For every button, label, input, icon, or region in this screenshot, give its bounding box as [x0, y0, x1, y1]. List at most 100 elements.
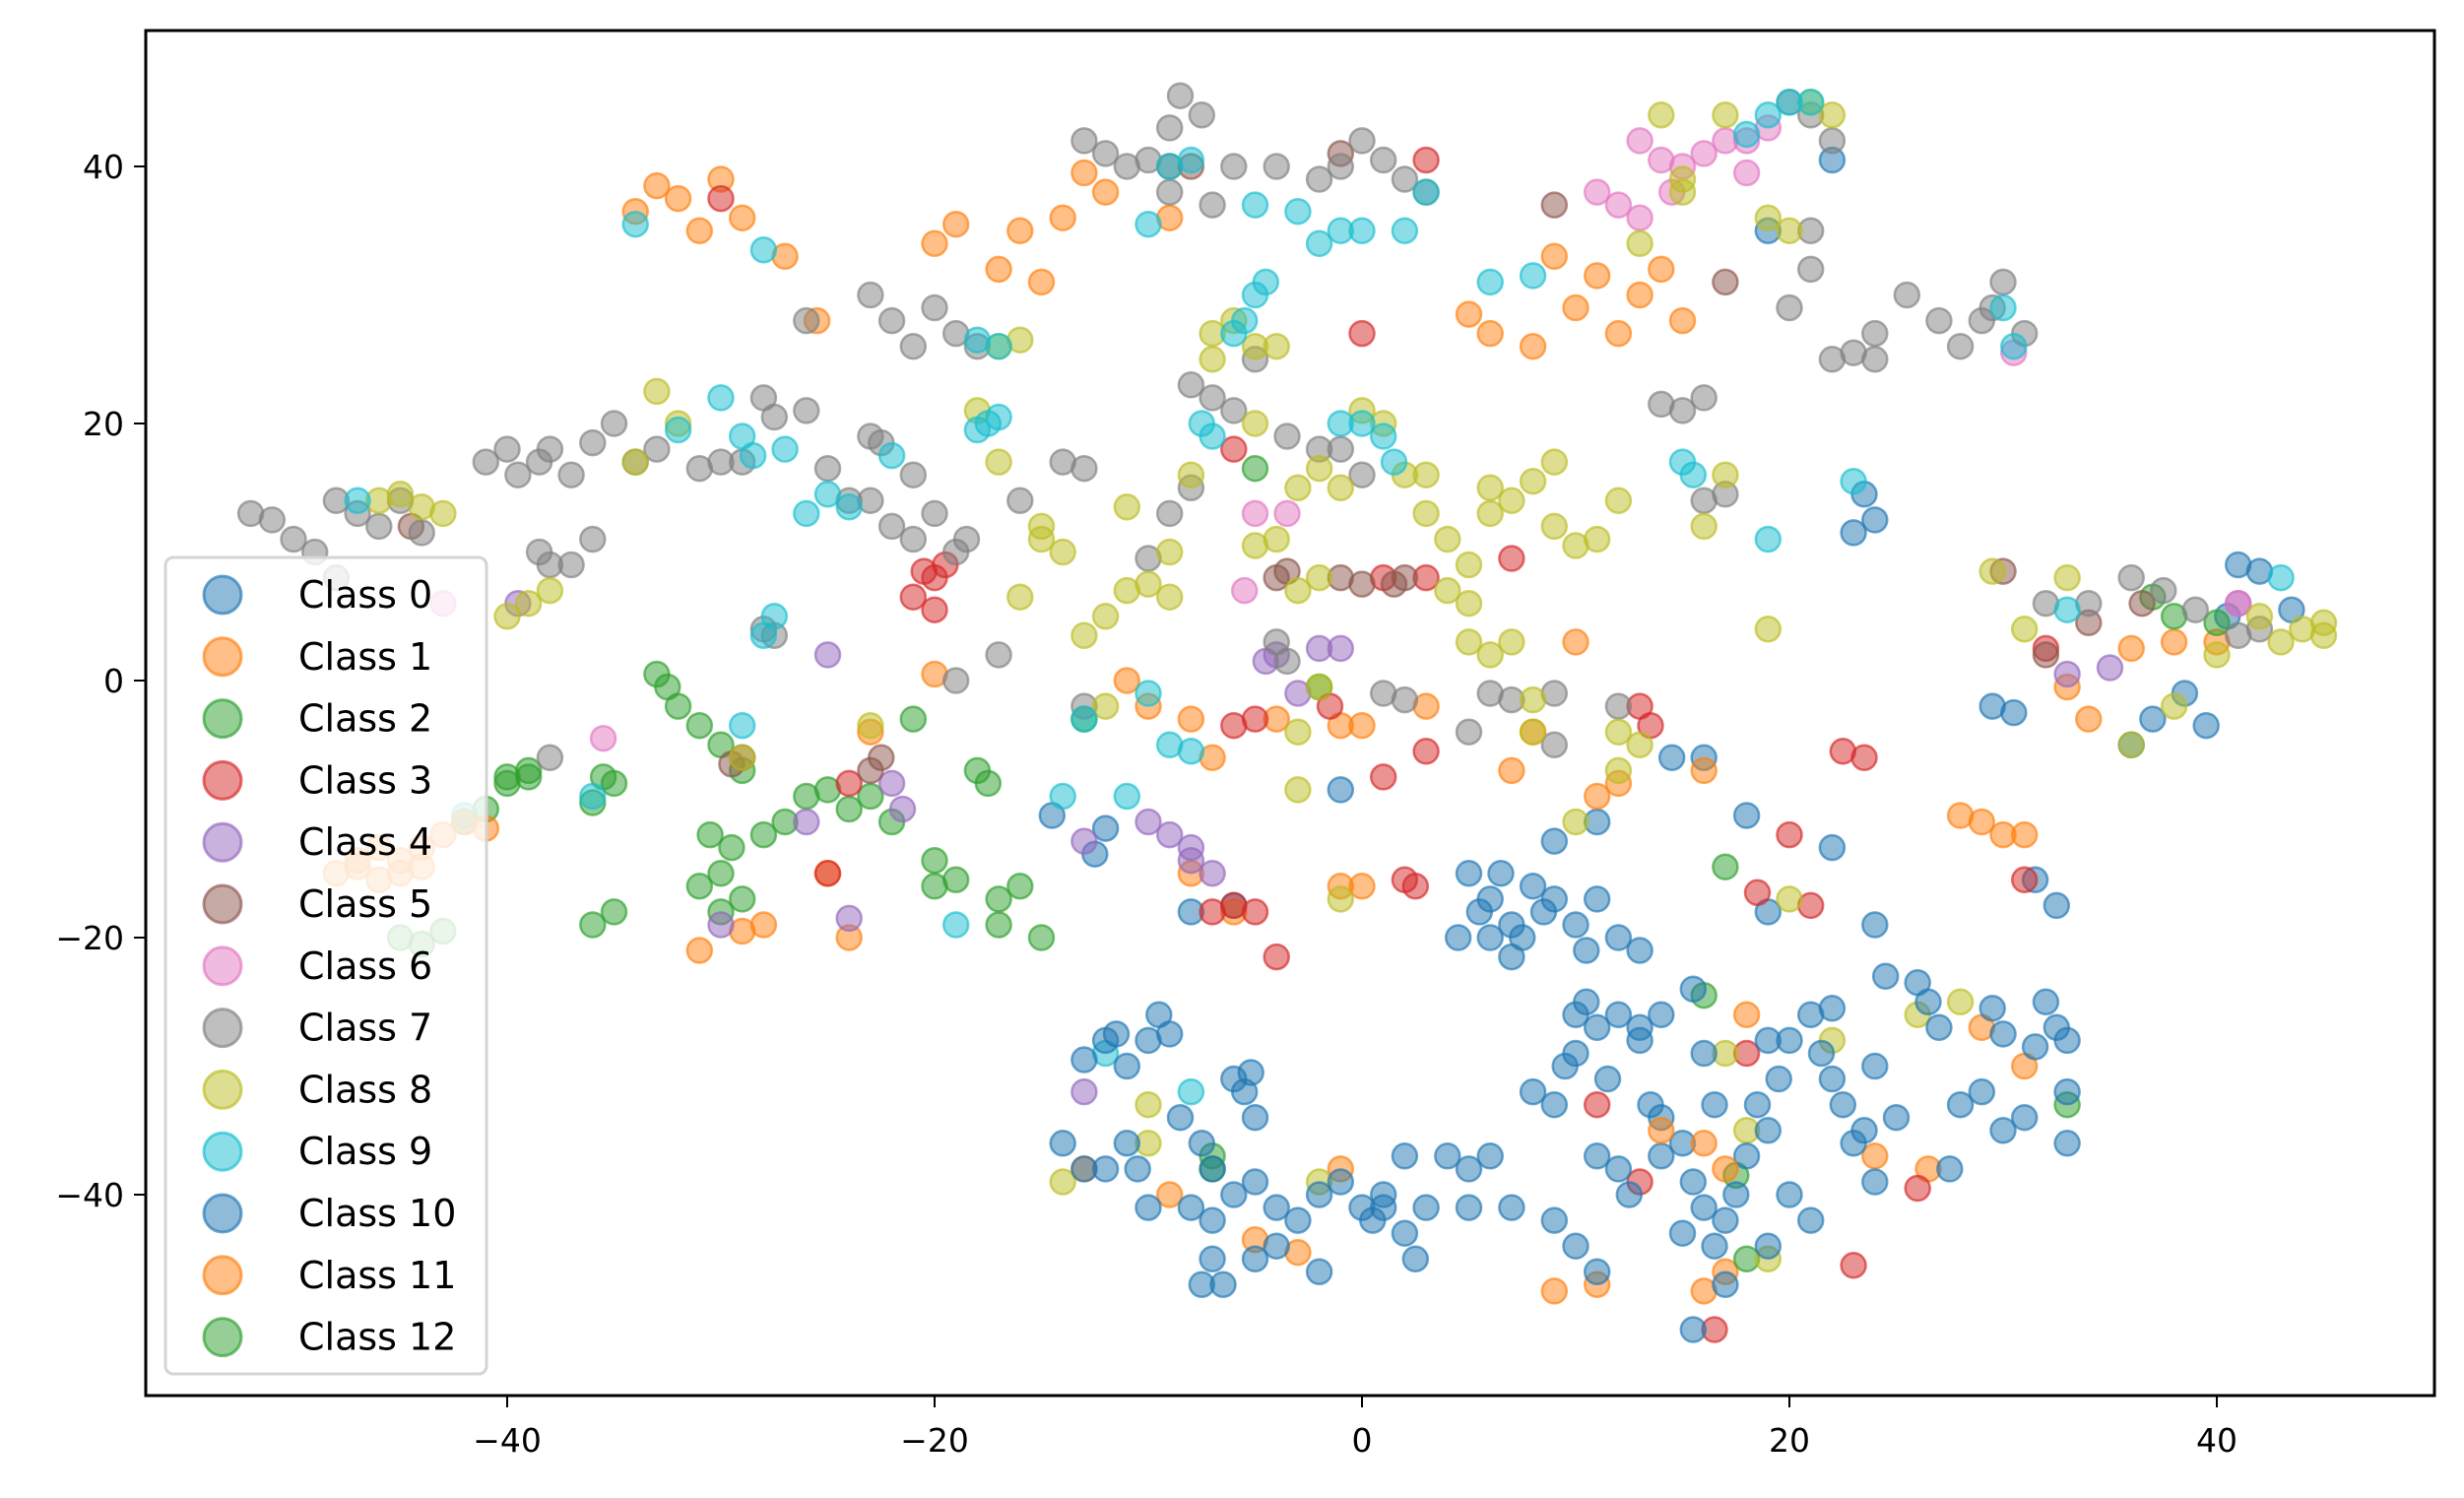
data-point — [1455, 589, 1483, 618]
data-point — [1540, 885, 1569, 913]
legend-label: Class 4 — [298, 820, 432, 864]
series-class-3 — [707, 146, 2060, 1343]
data-point — [1412, 738, 1440, 765]
data-point — [1284, 1206, 1312, 1234]
data-point — [1540, 1090, 1569, 1119]
data-point — [1796, 1206, 1825, 1234]
data-point — [1091, 814, 1120, 842]
data-point — [728, 744, 756, 772]
legend-label: Class 1 — [298, 635, 432, 679]
data-point — [643, 377, 671, 406]
data-point — [1626, 731, 1653, 759]
data-point — [1327, 885, 1355, 913]
data-point — [1434, 576, 1461, 605]
data-point — [1091, 1155, 1120, 1183]
data-point — [813, 641, 842, 669]
data-point — [1776, 217, 1803, 245]
data-point — [1648, 146, 1675, 174]
data-point — [1241, 191, 1269, 219]
data-point — [1562, 628, 1589, 656]
data-point — [408, 519, 435, 547]
legend-marker-icon — [202, 698, 243, 740]
data-point — [1188, 101, 1216, 129]
y-tick: 20 — [83, 405, 146, 443]
data-point — [1391, 217, 1419, 245]
data-point — [1583, 262, 1611, 290]
data-point — [1220, 153, 1248, 180]
data-point — [1284, 718, 1312, 746]
data-point — [493, 435, 521, 463]
data-point — [1498, 628, 1525, 656]
data-point — [1177, 705, 1205, 733]
data-point — [2000, 332, 2028, 360]
data-point — [1241, 898, 1269, 926]
data-point — [1978, 557, 2006, 585]
legend-marker-icon — [202, 759, 243, 801]
data-point — [1690, 756, 1718, 785]
data-point — [1209, 1270, 1237, 1299]
x-tick-label: 20 — [1769, 1421, 1810, 1460]
data-point — [1807, 1039, 1836, 1068]
data-point — [1070, 1077, 1098, 1106]
data-point — [1124, 1155, 1151, 1183]
data-point — [1776, 293, 1803, 322]
data-point — [685, 873, 714, 900]
data-point — [707, 911, 735, 939]
data-point — [1829, 1090, 1857, 1119]
legend-item: Class 9 — [202, 1130, 432, 1173]
data-point — [760, 603, 789, 630]
data-point — [1818, 101, 1847, 129]
data-point — [1263, 153, 1290, 180]
data-point — [1604, 1001, 1633, 1029]
data-point — [1155, 1181, 1184, 1208]
legend-item: Class 6 — [202, 944, 432, 988]
data-point — [1006, 583, 1034, 611]
data-point — [1177, 146, 1205, 174]
data-point — [1412, 146, 1440, 174]
data-point — [1732, 1001, 1761, 1029]
data-point — [1754, 1232, 1783, 1260]
data-point — [1369, 1181, 1397, 1208]
data-point — [1776, 1181, 1803, 1208]
data-point — [1946, 988, 1975, 1016]
data-point — [1487, 860, 1515, 887]
data-point — [1668, 165, 1697, 193]
data-point — [857, 281, 884, 309]
data-point — [1519, 685, 1547, 714]
data-point — [1166, 82, 1195, 109]
legend-label: Class 2 — [298, 697, 432, 741]
data-point — [1135, 1194, 1162, 1221]
data-point — [1861, 506, 1889, 534]
data-point — [1712, 1155, 1739, 1183]
series-class-8 — [365, 89, 2338, 1273]
data-point — [1604, 718, 1633, 746]
data-point — [2117, 634, 2145, 663]
data-point — [921, 293, 948, 322]
legend-label: Class 9 — [298, 1130, 432, 1173]
data-point — [2267, 563, 2295, 592]
data-point — [643, 171, 671, 200]
data-point — [2309, 621, 2338, 650]
data-point — [1743, 879, 1772, 907]
data-point — [1444, 924, 1472, 951]
data-point — [899, 461, 928, 488]
data-point — [1519, 873, 1547, 900]
data-point — [813, 481, 842, 508]
data-point — [258, 506, 287, 534]
data-point — [1626, 229, 1653, 258]
legend-label: Class 10 — [298, 1192, 456, 1235]
data-point — [1690, 1039, 1718, 1068]
data-point — [1690, 1130, 1718, 1157]
data-point — [835, 493, 863, 521]
legend-item: Class 8 — [202, 1068, 432, 1111]
data-point — [1369, 763, 1397, 791]
data-point — [899, 332, 928, 360]
data-point — [1273, 647, 1301, 676]
data-point — [579, 782, 607, 811]
data-point — [1968, 808, 1996, 836]
data-point — [1199, 860, 1226, 887]
data-point — [1327, 474, 1355, 502]
y-tick-label: −20 — [55, 919, 124, 957]
data-point — [1455, 300, 1483, 328]
